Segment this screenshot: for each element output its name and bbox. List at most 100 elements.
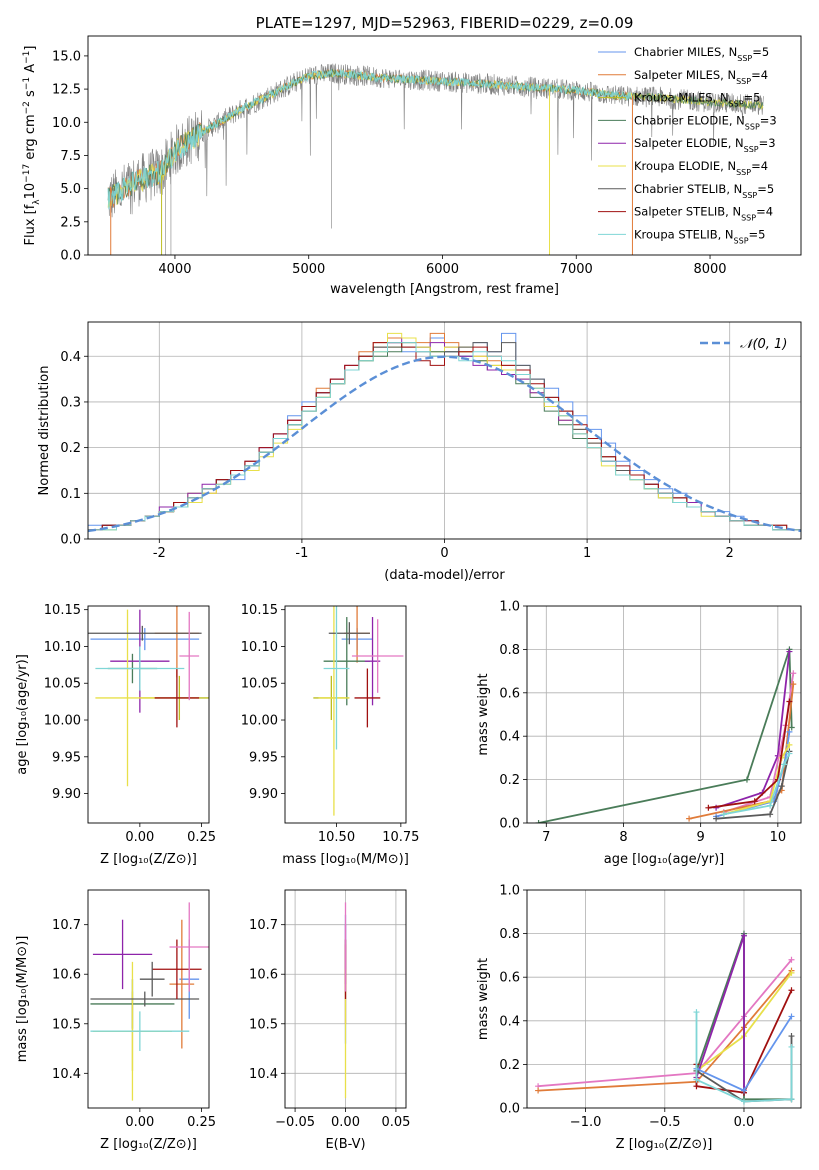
legend-label-main: Kroupa ELODIE, N [634, 159, 736, 173]
x-tick-label: -1 [295, 546, 308, 561]
legend-label-sub: SSP [734, 236, 749, 245]
x-tick-label: 7000 [560, 262, 593, 277]
x-tick-label: −0.05 [275, 1115, 315, 1130]
legend-label: Salpeter MILES, NSSP=4 [634, 68, 768, 86]
normal-curve [88, 355, 801, 533]
mass-weight-vs-metallicity-panel: −1.0 −0.5 0.0 0.0 0.2 0.4 0.6 0.8 1.0 Z [log₁₀(Z/… [476, 884, 802, 1152]
x-tick-label: 7 [542, 830, 550, 845]
y-label-part: Flux [f [23, 204, 38, 245]
weight-point-marker [786, 741, 793, 748]
legend-label: Salpeter ELODIE, NSSP=3 [634, 136, 776, 154]
x-tick-label: 0.0 [734, 1115, 755, 1130]
legend-label-tail: =5 [757, 182, 774, 196]
y-tick-label: 0.0 [499, 817, 520, 832]
legend-label-sub: SSP [729, 99, 744, 108]
age-vs-mass-panel: 10.50 10.75 9.90 9.95 10.00 10.05 10.10 10.15 ma… [241, 603, 420, 867]
axes-frame [87, 35, 802, 256]
x-tick-label: 0 [440, 546, 448, 561]
legend-label-sub: SSP [742, 190, 757, 199]
y-tick-label: 10.0 [52, 116, 81, 131]
y-tick-label: 10.00 [44, 714, 81, 729]
x-axis-label: age [log₁₀(age/yr)] [604, 852, 725, 867]
y-tick-label: 1.0 [499, 600, 520, 615]
y-tick-label: 10.4 [249, 1067, 278, 1082]
axes-frame [284, 889, 407, 1109]
x-tick-label: 1 [583, 546, 591, 561]
spectrum-panel: 4000 5000 6000 7000 8000 0.0 2.5 5.0 7.5 10.0 12.5… [22, 14, 802, 297]
x-axis-label: E(B-V) [325, 1137, 365, 1152]
x-tick-label: 0.25 [187, 830, 216, 845]
x-tick-label: 0.00 [125, 830, 154, 845]
x-axis-label: Z [log₁₀(Z/Z⊙)] [100, 852, 197, 867]
plot-area [88, 606, 209, 787]
y-label-part: λ [32, 199, 42, 205]
legend-label-main: Kroupa MILES, N [634, 91, 729, 105]
weight-point-marker [790, 670, 797, 677]
weight-point-marker [713, 815, 720, 822]
weight-point-marker [781, 761, 788, 768]
x-tick-label: −1.0 [570, 1115, 602, 1130]
weight-point-marker [788, 1043, 795, 1050]
weight-series-line [695, 935, 745, 1093]
y-tick-label: 10.00 [241, 714, 278, 729]
axes-frame [284, 605, 407, 824]
weight-point-marker [790, 681, 797, 688]
weight-point-marker [788, 1013, 795, 1020]
weight-point-marker [751, 798, 758, 805]
x-axis-label: wavelength [Angstrom, rest frame] [330, 282, 559, 297]
weight-point-marker [693, 1009, 700, 1016]
legend-label-tail: =5 [744, 91, 761, 105]
weight-series-line [708, 701, 791, 809]
y-tick-label: 0.2 [60, 441, 81, 456]
legend-label-main: Kroupa STELIB, N [634, 227, 734, 241]
x-tick-label: 2 [726, 546, 734, 561]
y-tick-label: 10.6 [52, 968, 81, 983]
legend-label: 𝒩(0, 1) [740, 337, 787, 352]
y-tick-label: 10.4 [52, 1067, 81, 1082]
x-tick-label: 10.75 [382, 830, 419, 845]
weight-series-line [538, 959, 793, 1088]
legend-label-sub: SSP [737, 54, 752, 63]
y-tick-label: 10.10 [241, 640, 278, 655]
weight-point-marker [788, 1033, 795, 1040]
y-tick-label: 9.90 [52, 787, 81, 802]
legend-label-sub: SSP [745, 122, 760, 131]
legend-label: Salpeter STELIB, NSSP=4 [634, 205, 773, 223]
legend-label-tail: =5 [749, 227, 766, 241]
legend-label-sub: SSP [741, 213, 756, 222]
model-fit-line [107, 68, 633, 210]
legend-label-sub: SSP [744, 145, 759, 154]
y-tick-label: 0.4 [499, 730, 520, 745]
weight-point-marker [705, 804, 712, 811]
legend-label-tail: =3 [760, 113, 777, 127]
y-label-part: −1 [22, 51, 32, 64]
x-tick-label: 5000 [292, 262, 325, 277]
y-tick-label: 5.0 [60, 182, 81, 197]
legend-label-tail: =4 [751, 68, 768, 82]
x-tick-label: −0.5 [649, 1115, 681, 1130]
legend-label: Kroupa STELIB, NSSP=5 [634, 227, 765, 245]
legend-label-main: Chabrier MILES, N [634, 45, 737, 59]
y-tick-label: 10.05 [44, 677, 81, 692]
legend-label-tail: =3 [759, 136, 776, 150]
plot-area [88, 322, 801, 539]
y-axis-label: mass weight [476, 958, 491, 1040]
weight-point-marker [767, 811, 774, 818]
y-tick-label: 0.2 [499, 773, 520, 788]
y-tick-label: 0.8 [499, 643, 520, 658]
y-tick-label: 12.5 [52, 83, 81, 98]
x-tick-label: 0.00 [331, 1115, 360, 1130]
axes-frame [526, 605, 802, 824]
weight-point-marker [788, 1096, 795, 1103]
x-axis-label: (data-model)/error [384, 568, 505, 583]
weight-point-marker [740, 932, 747, 939]
weight-point-marker [788, 969, 795, 976]
legend-label-sub: SSP [736, 76, 751, 85]
legend-label: Chabrier ELODIE, NSSP=3 [634, 113, 777, 130]
y-axis-label: Flux [fλ10−17 erg cm−2 s−1 A−1] [22, 46, 42, 246]
x-axis-label: mass [log₁₀(M/M⊙)] [282, 852, 409, 867]
weight-point-marker [786, 648, 793, 655]
x-tick-label: 0.05 [381, 1115, 410, 1130]
y-tick-label: 9.95 [249, 750, 278, 765]
y-label-part: s [23, 90, 38, 101]
